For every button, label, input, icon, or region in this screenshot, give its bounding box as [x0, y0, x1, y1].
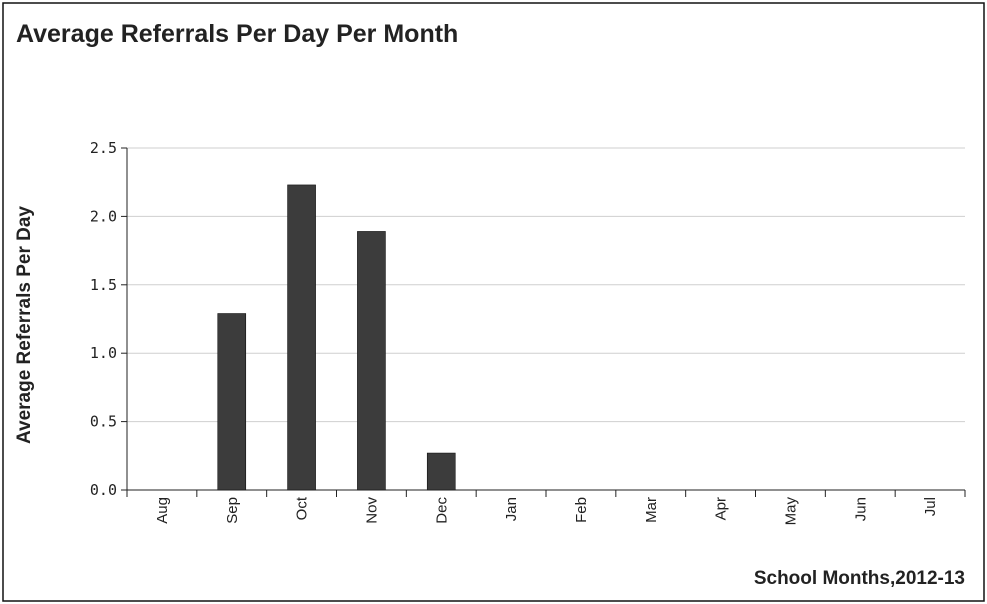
y-tick-label: 0.0	[90, 481, 117, 499]
x-tick-label: Nov	[363, 497, 380, 524]
x-tick-label: Mar	[643, 497, 660, 523]
x-axis-label: School Months,2012-13	[754, 568, 965, 589]
chart-title: Average Referrals Per Day Per Month	[16, 20, 458, 48]
x-tick-label: Apr	[713, 497, 730, 520]
x-tick-label: Dec	[433, 497, 450, 524]
y-tick-label: 2.5	[90, 139, 117, 157]
y-axis-label: Average Referrals Per Day	[14, 206, 35, 444]
x-tick-label: Jan	[503, 497, 520, 521]
y-tick-label: 2.0	[90, 207, 117, 225]
x-tick-label: Feb	[573, 497, 590, 523]
x-tick-label: Jul	[922, 497, 939, 516]
bar	[287, 184, 316, 491]
y-tick-label: 0.5	[90, 413, 117, 431]
x-tick-label: May	[782, 497, 799, 526]
x-tick-label: Oct	[294, 496, 311, 520]
bar	[357, 231, 386, 491]
x-tick-label: Aug	[154, 497, 171, 524]
y-tick-label: 1.5	[90, 276, 117, 294]
y-tick-label: 1.0	[90, 344, 117, 362]
bar	[426, 452, 456, 491]
bar	[217, 313, 247, 491]
x-tick-label: Jun	[852, 497, 869, 521]
x-tick-label: Sep	[224, 497, 241, 524]
